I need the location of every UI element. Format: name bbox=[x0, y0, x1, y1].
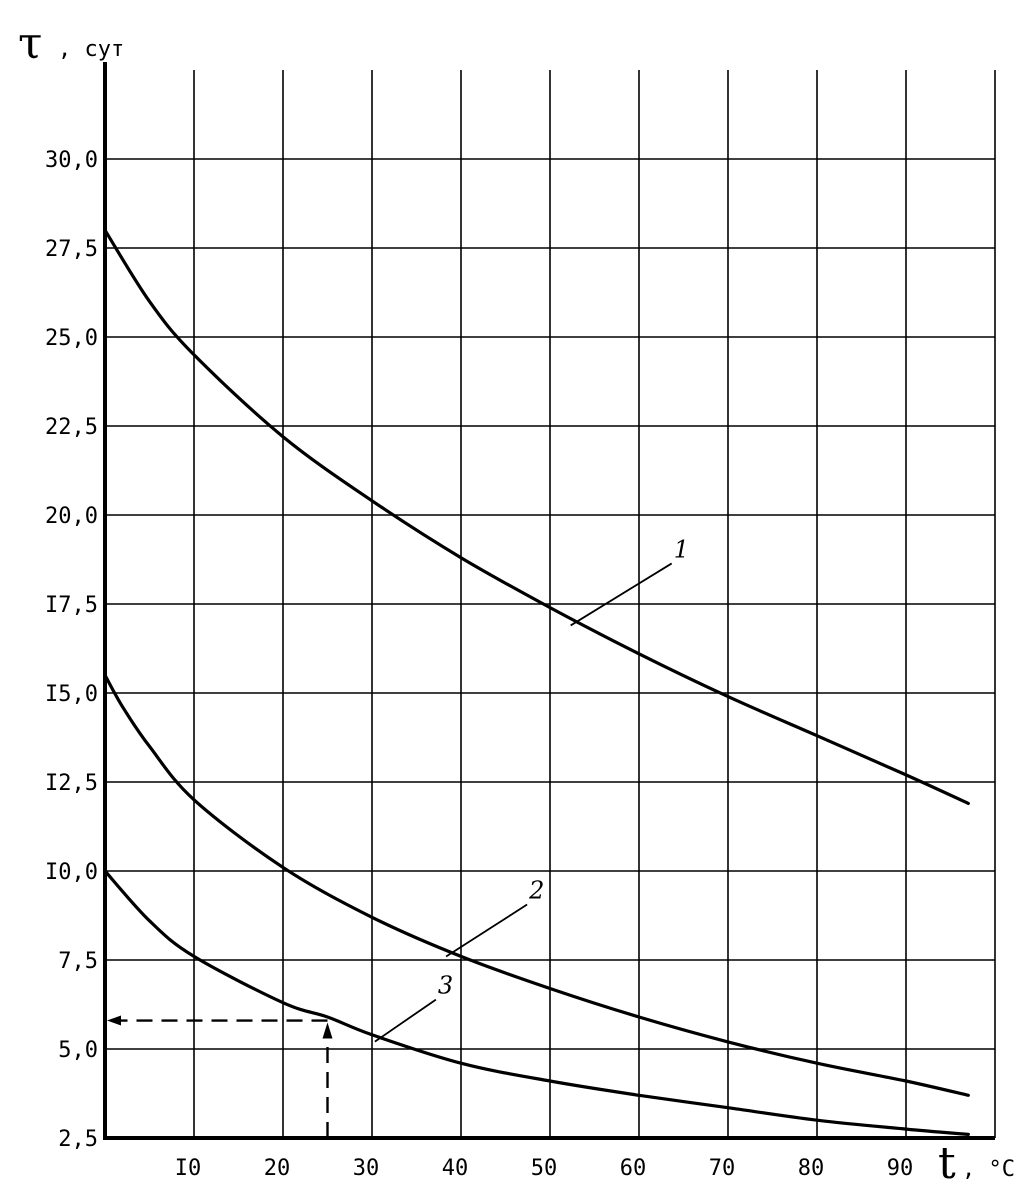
x-tick-label: 50 bbox=[531, 1156, 558, 1181]
y-tick-label: 30,0 bbox=[45, 148, 98, 173]
y-tick-label: 5,0 bbox=[58, 1038, 98, 1063]
y-tick-label: 7,5 bbox=[58, 949, 98, 974]
y-tick-label: 25,0 bbox=[45, 326, 98, 351]
x-tick-label: 80 bbox=[798, 1156, 825, 1181]
axis-labels: τ , сут t , °C bbox=[18, 18, 1015, 1189]
x-tick-label: 20 bbox=[264, 1156, 291, 1181]
y-tick-label: 27,5 bbox=[45, 237, 98, 262]
grid bbox=[105, 70, 996, 1138]
x-axis-unit: , °C bbox=[962, 1157, 1015, 1182]
annotation-layer bbox=[107, 1015, 333, 1138]
series-leader-1 bbox=[570, 562, 673, 627]
y-tick-label: I5,0 bbox=[45, 682, 98, 707]
x-axis-label: t bbox=[938, 1138, 956, 1189]
series-label-1: 1 bbox=[674, 535, 689, 563]
series-layer: 1 2 3 bbox=[103, 228, 970, 1136]
x-tick-label: 90 bbox=[887, 1156, 914, 1181]
annotation-arrow-up bbox=[322, 1022, 333, 1039]
series-curve-1 bbox=[103, 228, 970, 805]
y-tick-label: I0,0 bbox=[45, 860, 98, 885]
y-tick-label: 2,5 bbox=[58, 1127, 98, 1152]
y-tick-label: 20,0 bbox=[45, 504, 98, 529]
y-tick-label: I7,5 bbox=[45, 593, 98, 618]
x-tick-label: I0 bbox=[175, 1156, 202, 1181]
x-tick-label: 40 bbox=[442, 1156, 469, 1181]
series-leader-2 bbox=[445, 903, 528, 958]
series-leader-3 bbox=[374, 998, 437, 1043]
series-curve-3 bbox=[103, 869, 970, 1136]
y-tick-label: I2,5 bbox=[45, 771, 98, 796]
y-tick-label: 22,5 bbox=[45, 415, 98, 440]
series-curve-2 bbox=[103, 673, 970, 1097]
y-axis-label: τ bbox=[18, 18, 42, 69]
series-label-3: 3 bbox=[438, 972, 453, 1000]
x-tick-label: 60 bbox=[620, 1156, 647, 1181]
series-label-2: 2 bbox=[528, 877, 544, 905]
x-tick-label: 70 bbox=[709, 1156, 736, 1181]
x-tick-labels: I0 20 30 40 50 60 70 80 90 bbox=[175, 1156, 914, 1181]
axes bbox=[103, 62, 995, 1140]
y-tick-labels: 2,5 5,0 7,5 I0,0 I2,5 I5,0 I7,5 20,0 22,5 25,0 27,… bbox=[45, 148, 98, 1152]
annotation-arrow-left bbox=[107, 1015, 121, 1026]
x-tick-label: 30 bbox=[353, 1156, 380, 1181]
y-axis-unit: , сут bbox=[58, 37, 124, 62]
